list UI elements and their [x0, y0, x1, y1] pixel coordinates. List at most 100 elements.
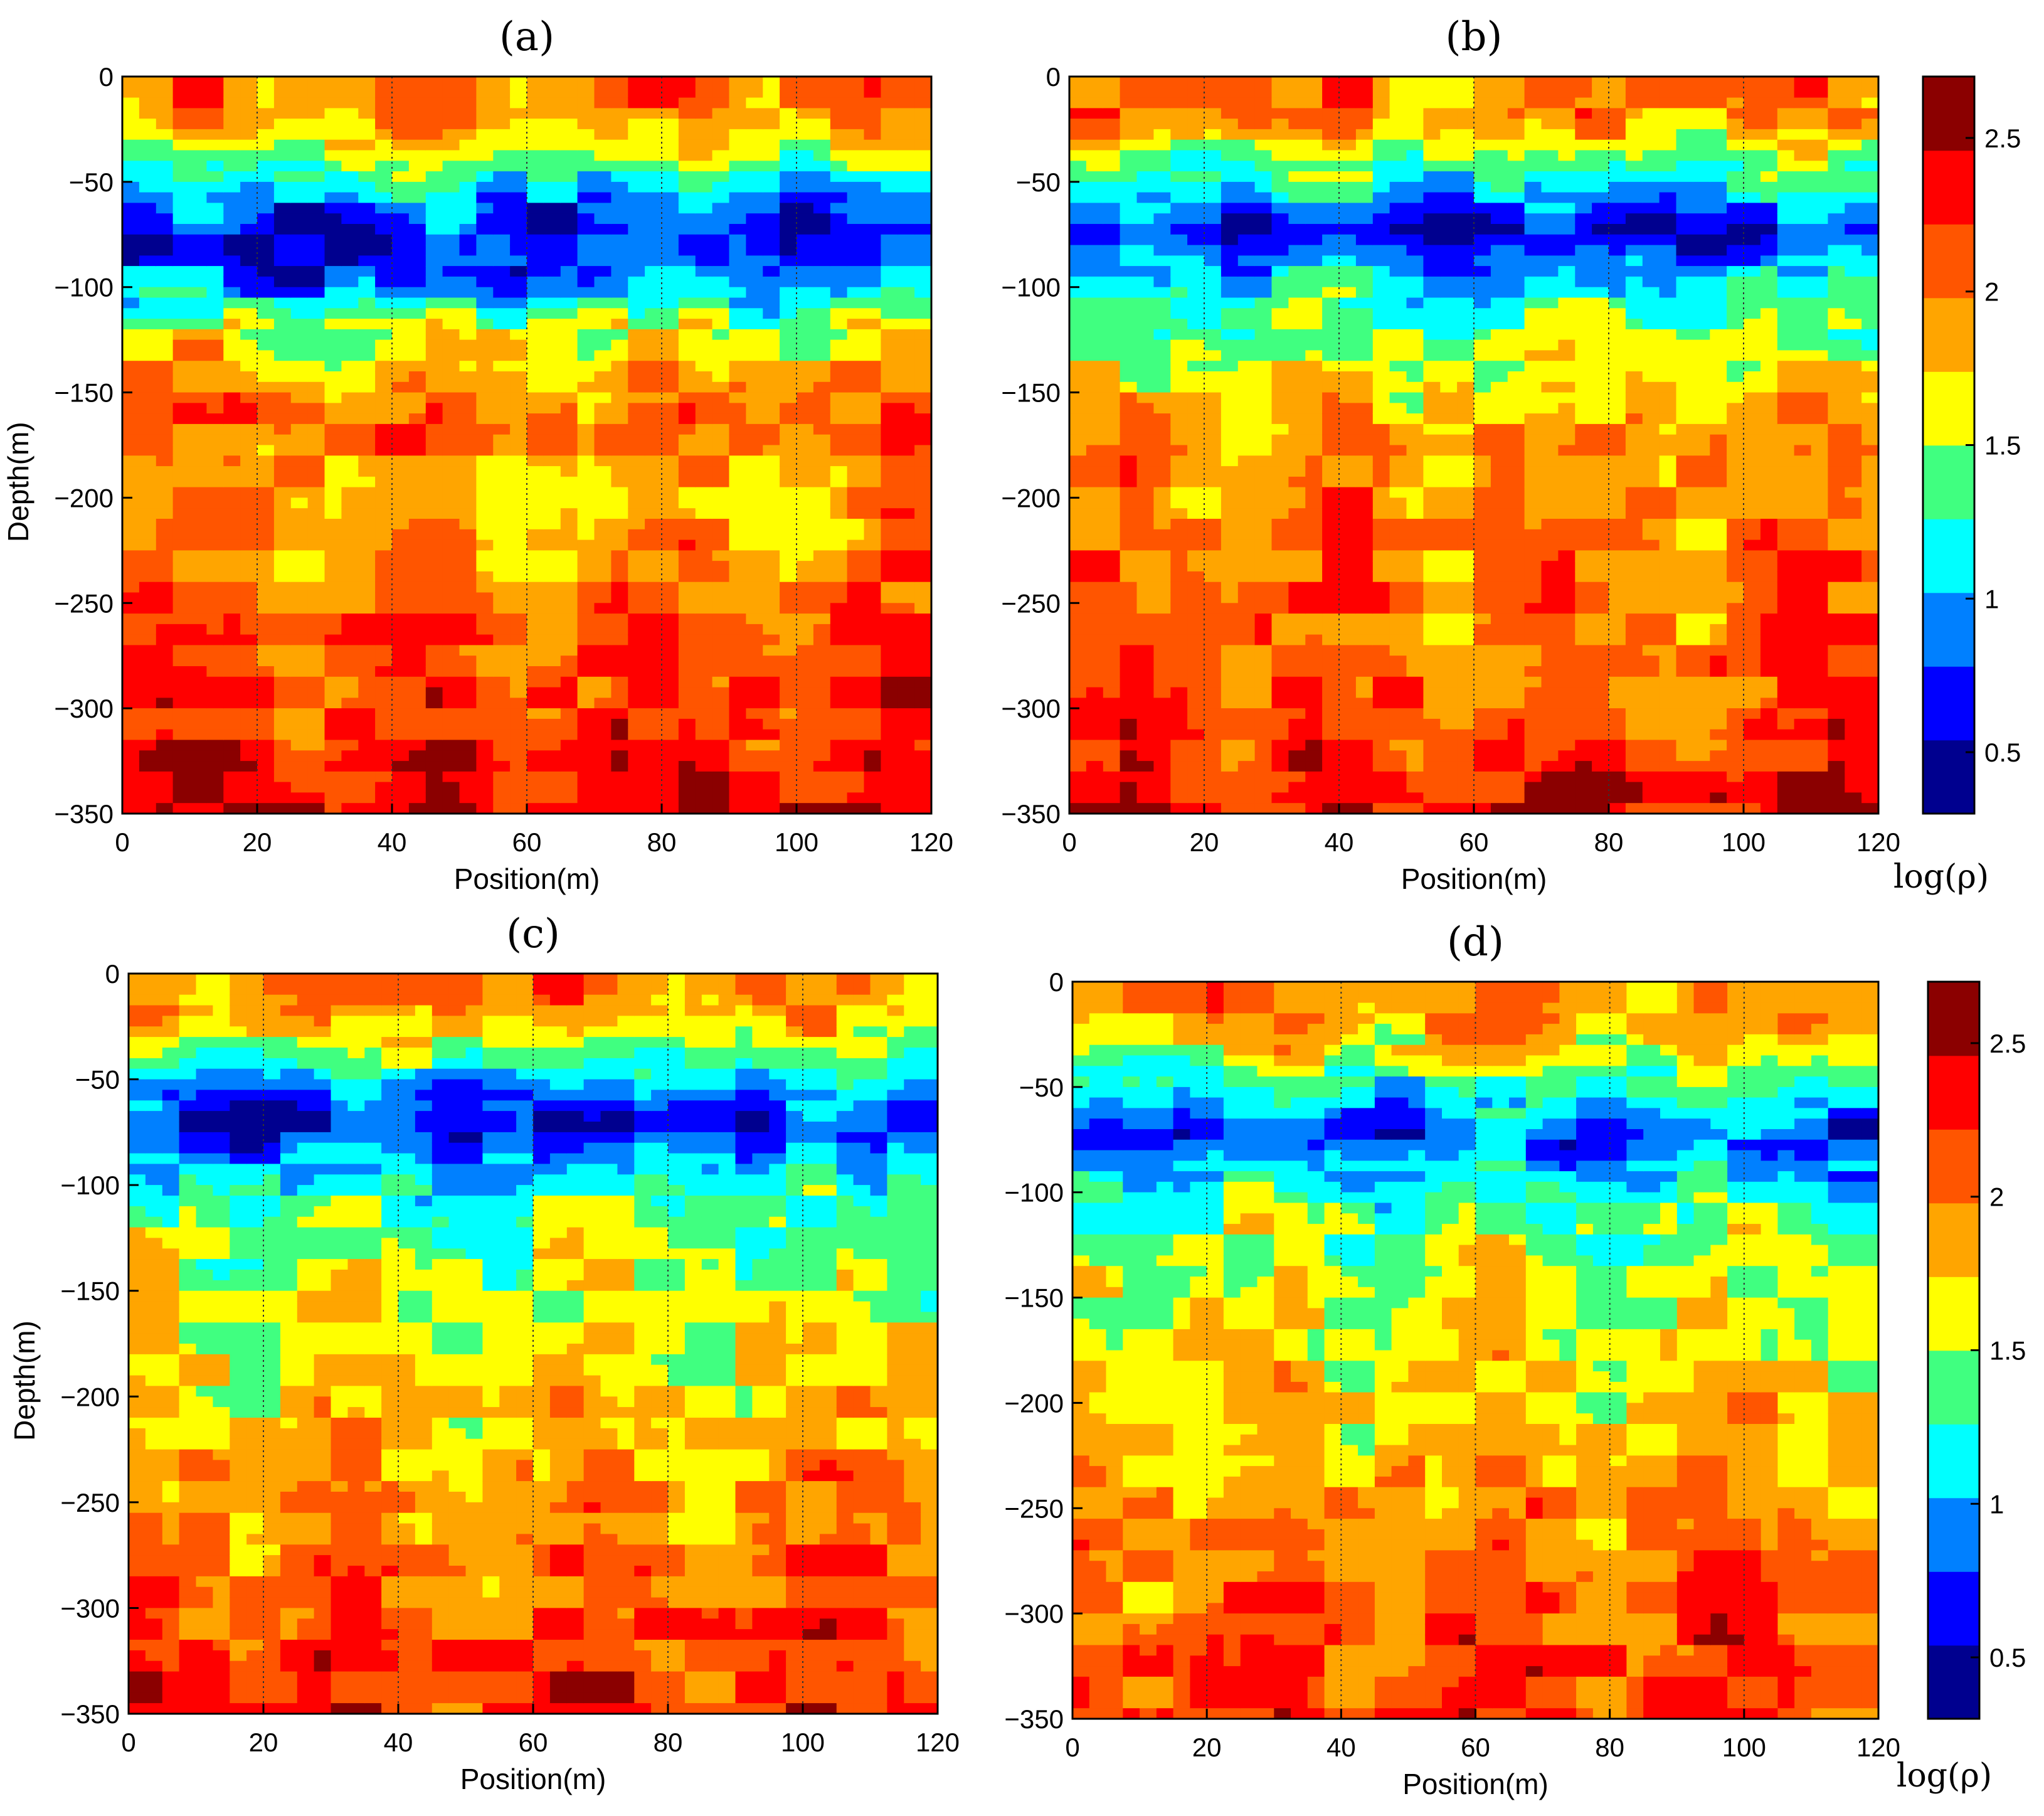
heatmap-cell [712, 192, 730, 204]
heatmap-cell [1372, 129, 1390, 141]
heatmap-cell [1406, 666, 1424, 677]
heatmap-cell [1237, 561, 1256, 572]
heatmap-cell [1120, 319, 1138, 330]
heatmap-cell [611, 139, 629, 151]
heatmap-cell [1322, 371, 1340, 383]
heatmap-cell [139, 161, 157, 172]
heatmap-cell [1254, 508, 1273, 519]
heatmap-cell [459, 350, 477, 361]
heatmap-cell [459, 476, 477, 488]
heatmap-cell [375, 339, 393, 351]
heatmap-cell [543, 266, 561, 277]
heatmap-cell [628, 792, 645, 804]
heatmap-cell [392, 455, 410, 467]
heatmap-cell [459, 87, 477, 98]
heatmap-cell [1120, 423, 1138, 435]
heatmap-cell [1120, 771, 1138, 783]
heatmap-cell [1254, 740, 1273, 751]
heatmap-cell [1187, 740, 1205, 751]
heatmap-cell [611, 392, 629, 404]
heatmap-cell [695, 624, 713, 635]
heatmap-cell [577, 287, 595, 299]
heatmap-cell [662, 97, 679, 109]
heatmap-cell [324, 171, 342, 183]
heatmap-cell [442, 782, 460, 794]
heatmap-cell [324, 497, 342, 509]
heatmap-cell [1204, 403, 1222, 414]
heatmap-cell [1389, 403, 1407, 414]
heatmap-cell [1204, 581, 1222, 593]
heatmap-cell [695, 613, 713, 625]
heatmap-cell [813, 434, 831, 446]
heatmap-cell [206, 413, 225, 425]
heatmap-cell [408, 571, 426, 583]
heatmap-cell [1322, 203, 1340, 214]
heatmap-cell [1406, 350, 1424, 361]
heatmap-cell [695, 119, 713, 130]
heatmap-cell [307, 592, 326, 604]
heatmap-cell [493, 792, 511, 804]
heatmap-cell [1271, 718, 1289, 730]
heatmap-cell [830, 613, 848, 625]
heatmap-cell [1221, 529, 1239, 541]
heatmap-cell [813, 550, 831, 561]
heatmap-cell [830, 676, 848, 688]
heatmap-cell [1339, 529, 1357, 541]
heatmap-cell [257, 698, 275, 709]
heatmap-cell [442, 550, 460, 561]
heatmap-cell [206, 266, 225, 277]
heatmap-cell [122, 634, 140, 646]
heatmap-cell [780, 161, 797, 172]
heatmap-cell [324, 139, 342, 151]
heatmap-cell [830, 119, 848, 130]
heatmap-cell [425, 761, 443, 772]
heatmap-cell [1339, 87, 1357, 98]
heatmap-cell [662, 613, 679, 625]
heatmap-cell [1423, 119, 1441, 130]
heatmap-cell [1103, 108, 1121, 119]
heatmap-cell [527, 782, 544, 794]
heatmap-cell [1305, 423, 1323, 435]
heatmap-cell [358, 434, 376, 446]
heatmap-cell [1069, 729, 1087, 741]
heatmap-cell [1237, 729, 1256, 741]
heatmap-cell [442, 287, 460, 299]
heatmap-cell [594, 329, 612, 341]
heatmap-cell [459, 181, 477, 193]
heatmap-cell [341, 676, 359, 688]
heatmap-cell [1406, 603, 1424, 614]
heatmap-cell [139, 698, 157, 709]
heatmap-cell [1322, 329, 1340, 341]
heatmap-cell [257, 97, 275, 109]
heatmap-cell [1406, 761, 1424, 772]
heatmap-cell [1305, 339, 1323, 351]
heatmap-cell [307, 339, 326, 351]
heatmap-cell [628, 276, 645, 288]
heatmap-cell [645, 750, 662, 762]
heatmap-cell [1372, 224, 1390, 235]
heatmap-cell [577, 77, 595, 88]
heatmap-cell [560, 181, 578, 193]
heatmap-cell [1136, 782, 1155, 794]
heatmap-cell [156, 381, 174, 393]
heatmap-cell [797, 803, 814, 814]
heatmap-cell [425, 350, 443, 361]
heatmap-cell [307, 581, 326, 593]
heatmap-cell [139, 329, 157, 341]
heatmap-cell [1406, 319, 1424, 330]
heatmap-cell [763, 150, 780, 162]
heatmap-cell [1254, 455, 1273, 467]
heatmap-cell [746, 487, 764, 499]
heatmap-cell [358, 192, 376, 204]
heatmap-cell [1288, 171, 1306, 183]
heatmap-cell [577, 761, 595, 772]
heatmap-cell [914, 455, 932, 467]
heatmap-cell [392, 487, 410, 499]
heatmap-cell [408, 445, 426, 457]
heatmap-cell [392, 603, 410, 614]
heatmap-cell [1305, 445, 1323, 457]
heatmap-cell [1237, 339, 1256, 351]
heatmap-cell [898, 455, 915, 467]
heatmap-cell [695, 656, 713, 667]
heatmap-cell [1372, 87, 1390, 98]
